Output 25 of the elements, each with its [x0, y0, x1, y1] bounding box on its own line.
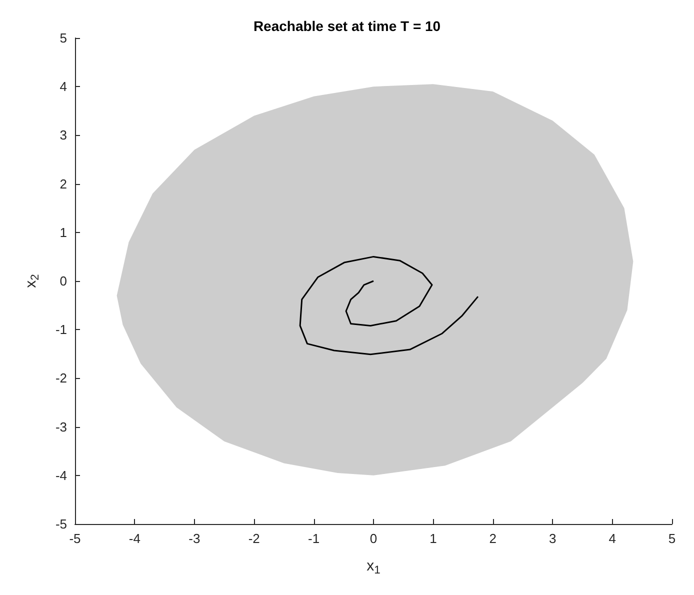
x-tick-label: 5	[668, 531, 676, 546]
x-tick-label: -5	[69, 531, 81, 546]
line-series	[299, 256, 479, 356]
x-tick-label: -3	[188, 531, 200, 546]
y-tick-label: -5	[55, 516, 67, 532]
x-tick-label: 4	[608, 531, 616, 546]
y-axis-title: x2	[22, 274, 42, 288]
y-tick-label: 0	[60, 274, 67, 288]
y-tick-label: 5	[60, 30, 67, 46]
y-tick-label: -1	[55, 322, 67, 338]
y-tick-label: -2	[55, 370, 67, 386]
x-tick-label: -1	[308, 531, 320, 546]
y-tick-label: 4	[60, 79, 67, 94]
x-tick-label: 0	[370, 531, 378, 546]
x-tick-label: 2	[489, 531, 497, 546]
y-tick-label: -3	[55, 419, 67, 434]
x-tick-label: -2	[248, 531, 260, 546]
x-tick-label: 1	[430, 531, 437, 546]
x-tick-label: -4	[128, 531, 140, 546]
y-tick-label: -4	[55, 468, 67, 483]
y-tick-label: 3	[60, 128, 67, 143]
y-tick-label: 1	[60, 224, 67, 240]
chart-title: Reachable set at time T = 10	[253, 18, 441, 34]
x-tick-label: 3	[548, 531, 556, 546]
y-tick-label: 2	[60, 176, 67, 192]
